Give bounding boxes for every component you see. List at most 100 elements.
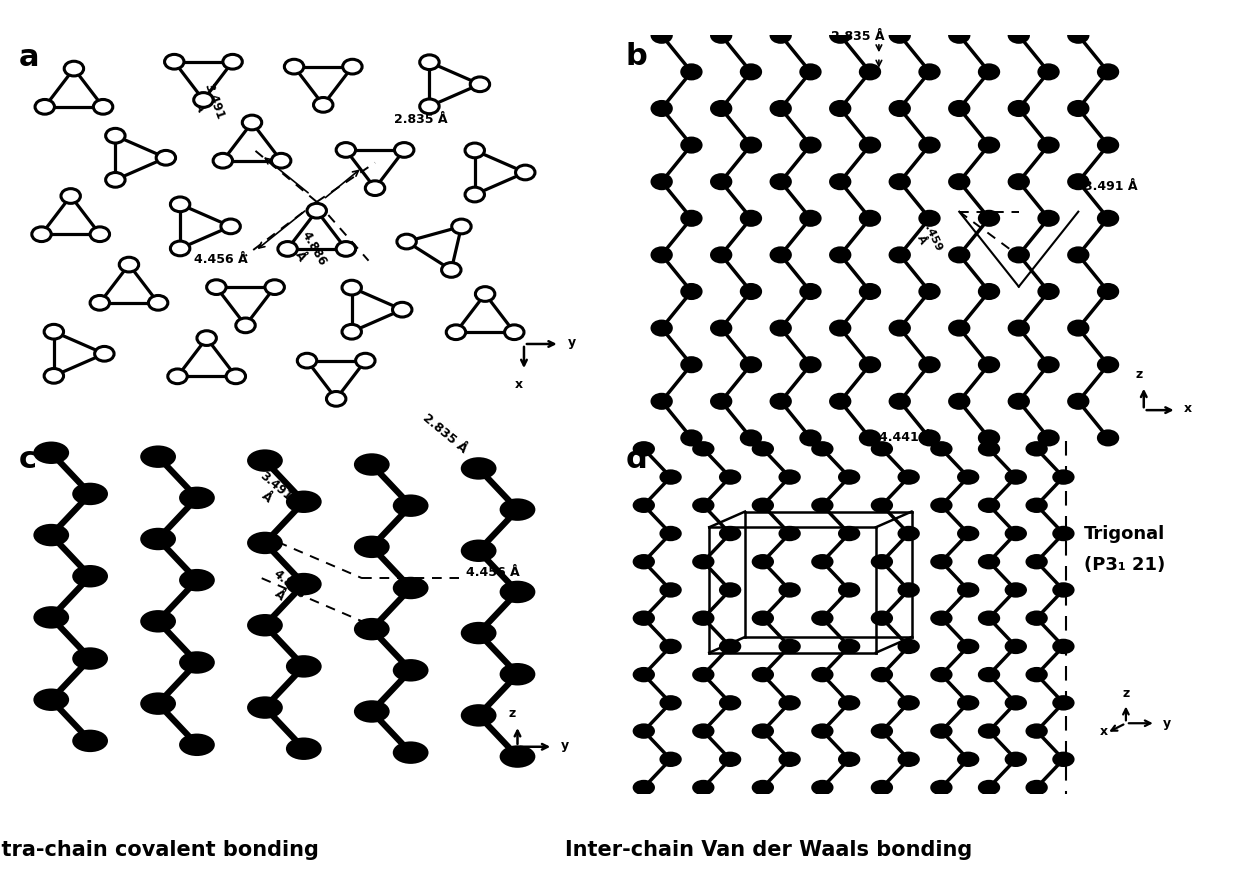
Circle shape xyxy=(661,752,681,766)
Circle shape xyxy=(1038,211,1059,226)
Circle shape xyxy=(800,138,821,153)
Circle shape xyxy=(812,781,832,794)
Circle shape xyxy=(91,295,109,310)
Circle shape xyxy=(1027,555,1047,568)
Circle shape xyxy=(342,59,362,74)
Circle shape xyxy=(634,498,653,512)
Text: 2.835 Å: 2.835 Å xyxy=(420,411,470,456)
Circle shape xyxy=(978,64,999,79)
Circle shape xyxy=(770,101,791,116)
Circle shape xyxy=(1097,211,1118,226)
Circle shape xyxy=(720,583,740,596)
Circle shape xyxy=(342,280,361,295)
Circle shape xyxy=(1097,138,1118,153)
Circle shape xyxy=(461,623,496,643)
Circle shape xyxy=(978,211,999,226)
Circle shape xyxy=(978,724,999,737)
Circle shape xyxy=(711,321,732,335)
Circle shape xyxy=(419,55,439,70)
Circle shape xyxy=(919,284,940,299)
Circle shape xyxy=(501,582,534,602)
Text: 4.886
Å: 4.886 Å xyxy=(285,228,329,275)
Circle shape xyxy=(1097,357,1118,372)
Circle shape xyxy=(1027,724,1047,737)
Text: x: x xyxy=(1100,725,1107,738)
Circle shape xyxy=(314,98,332,112)
Circle shape xyxy=(342,325,361,339)
Circle shape xyxy=(451,219,471,234)
Circle shape xyxy=(919,430,940,445)
Circle shape xyxy=(661,470,681,483)
Circle shape xyxy=(356,354,374,368)
Circle shape xyxy=(753,724,773,737)
Circle shape xyxy=(1006,527,1025,540)
Circle shape xyxy=(839,527,859,540)
Text: 2.835 Å: 2.835 Å xyxy=(394,114,448,126)
Circle shape xyxy=(899,583,919,596)
Circle shape xyxy=(693,611,713,624)
Circle shape xyxy=(1027,498,1047,512)
Circle shape xyxy=(651,248,672,263)
Circle shape xyxy=(634,555,653,568)
Circle shape xyxy=(394,496,428,516)
Circle shape xyxy=(1006,752,1025,766)
Circle shape xyxy=(978,498,999,512)
Circle shape xyxy=(830,175,851,189)
Circle shape xyxy=(180,570,213,590)
Circle shape xyxy=(889,248,910,263)
Circle shape xyxy=(223,55,242,69)
Circle shape xyxy=(651,393,672,409)
Circle shape xyxy=(461,541,496,561)
Circle shape xyxy=(141,446,175,467)
Circle shape xyxy=(753,498,773,512)
Circle shape xyxy=(720,696,740,709)
Circle shape xyxy=(465,143,485,158)
Circle shape xyxy=(149,295,167,310)
Text: 4.459
Å: 4.459 Å xyxy=(909,216,944,258)
Circle shape xyxy=(661,583,681,596)
Circle shape xyxy=(1008,321,1029,335)
Text: 3.491 Å: 3.491 Å xyxy=(1084,180,1138,192)
Circle shape xyxy=(73,730,107,751)
Circle shape xyxy=(889,27,910,42)
Circle shape xyxy=(1027,611,1047,624)
Text: 4.886
Å: 4.886 Å xyxy=(260,567,308,613)
Circle shape xyxy=(859,357,880,372)
Circle shape xyxy=(221,219,241,234)
Circle shape xyxy=(1038,430,1059,445)
Text: Intra-chain covalent bonding: Intra-chain covalent bonding xyxy=(0,840,319,860)
Circle shape xyxy=(45,369,63,383)
Circle shape xyxy=(355,701,388,721)
Circle shape xyxy=(681,357,702,372)
Circle shape xyxy=(105,129,125,143)
Circle shape xyxy=(1008,101,1029,116)
Circle shape xyxy=(780,583,800,596)
Circle shape xyxy=(397,235,417,249)
Circle shape xyxy=(681,64,702,79)
Text: 3.491
Å: 3.491 Å xyxy=(248,469,295,514)
Text: Inter-chain Van der Waals bonding: Inter-chain Van der Waals bonding xyxy=(565,840,972,860)
Circle shape xyxy=(355,454,388,475)
Circle shape xyxy=(931,781,951,794)
Circle shape xyxy=(470,77,490,92)
Circle shape xyxy=(419,99,439,114)
Circle shape xyxy=(740,284,761,299)
Circle shape xyxy=(949,248,970,263)
Circle shape xyxy=(516,165,534,180)
Circle shape xyxy=(193,93,213,108)
Circle shape xyxy=(651,175,672,189)
Circle shape xyxy=(141,693,175,714)
Circle shape xyxy=(899,470,919,483)
Circle shape xyxy=(1053,583,1074,596)
Circle shape xyxy=(800,430,821,445)
Text: z: z xyxy=(1136,368,1142,381)
Circle shape xyxy=(830,393,851,409)
Circle shape xyxy=(780,752,800,766)
Circle shape xyxy=(634,724,653,737)
Circle shape xyxy=(839,752,859,766)
Circle shape xyxy=(753,781,773,794)
Circle shape xyxy=(693,668,713,681)
Circle shape xyxy=(839,583,859,596)
Circle shape xyxy=(1068,321,1089,335)
Circle shape xyxy=(248,615,281,635)
